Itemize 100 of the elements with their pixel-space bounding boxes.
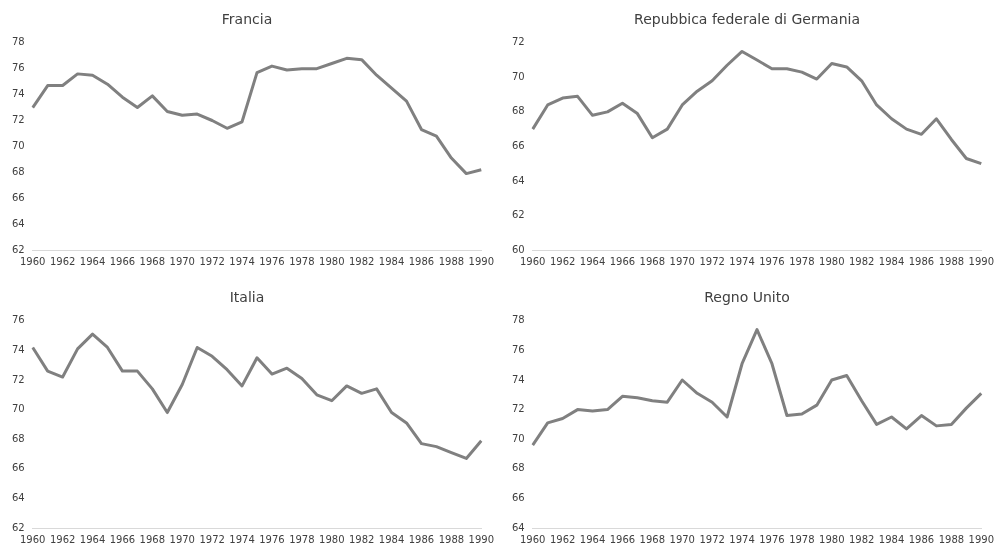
x-tick-label: 1976 [759,255,785,267]
x-tick-label: 1972 [199,533,225,545]
x-tick-label: 1986 [908,255,935,267]
x-tick-label: 1970 [169,255,195,267]
x-tick-label: 1976 [259,255,285,267]
y-tick-label: 70 [511,432,525,444]
x-tick-label: 1984 [378,255,405,267]
x-tick-label: 1986 [908,533,935,545]
y-tick-label: 70 [511,70,525,82]
y-tick-label: 68 [11,432,25,444]
chart-title: Italia [229,289,265,306]
x-tick-label: 1962 [549,255,576,267]
x-tick-label: 1966 [609,255,636,267]
x-tick-label: 1962 [549,533,576,545]
y-tick-label: 72 [11,114,25,126]
x-tick-label: 1986 [408,255,435,267]
x-tick-label: 1968 [639,533,666,545]
y-tick-label: 72 [511,36,525,48]
x-tick-label: 1978 [289,533,315,545]
x-tick-label: 1962 [49,255,76,267]
x-tick-label: 1984 [878,533,905,545]
y-tick-label: 64 [511,521,525,533]
chart-title: Francia [221,11,273,28]
y-tick-label: 74 [511,373,525,385]
x-tick-label: 1990 [968,533,994,545]
x-tick-label: 1968 [139,255,166,267]
x-tick-label: 1982 [848,533,875,545]
chart-title: Repubbica federale di Germania [634,11,860,28]
y-tick-label: 78 [11,36,25,48]
chart-title: Regno Unito [704,289,790,306]
x-tick-label: 1980 [319,533,345,545]
y-tick-label: 60 [511,243,525,255]
x-tick-label: 1988 [938,533,965,545]
x-tick-label: 1974 [729,255,755,267]
y-tick-label: 62 [11,521,25,533]
x-tick-label: 1980 [319,255,345,267]
y-tick-label: 78 [511,314,525,326]
x-tick-label: 1978 [789,533,815,545]
x-tick-label: 1984 [378,533,405,545]
y-tick-label: 64 [11,217,25,229]
y-tick-label: 68 [511,462,525,474]
x-tick-label: 1982 [348,255,375,267]
x-tick-label: 1990 [468,533,494,545]
x-tick-label: 1982 [348,533,375,545]
x-tick-label: 1988 [938,255,965,267]
y-tick-label: 72 [511,403,525,415]
x-tick-label: 1974 [229,255,255,267]
x-tick-label: 1984 [878,255,905,267]
y-tick-label: 66 [11,462,25,474]
x-tick-label: 1972 [199,255,225,267]
x-tick-label: 1966 [109,255,136,267]
x-tick-label: 1976 [759,533,785,545]
x-tick-label: 1968 [639,255,666,267]
y-tick-label: 68 [11,165,25,177]
x-tick-label: 1980 [819,255,845,267]
y-tick-label: 66 [511,139,525,151]
x-tick-label: 1964 [579,533,606,545]
y-tick-label: 74 [11,343,25,355]
y-tick-label: 68 [511,105,525,117]
x-tick-label: 1972 [699,255,725,267]
x-tick-label: 1990 [968,255,994,267]
x-tick-label: 1988 [438,255,465,267]
y-tick-label: 76 [511,343,525,355]
x-tick-label: 1972 [699,533,725,545]
x-tick-label: 1986 [408,533,435,545]
x-tick-label: 1964 [79,255,106,267]
y-tick-label: 66 [511,491,525,503]
y-tick-label: 72 [11,373,25,385]
y-tick-label: 62 [11,243,25,255]
x-tick-label: 1968 [139,533,166,545]
x-tick-label: 1960 [20,533,46,545]
x-tick-label: 1960 [520,533,546,545]
y-tick-label: 70 [11,139,25,151]
y-tick-label: 64 [11,491,25,503]
x-tick-label: 1970 [669,255,695,267]
x-tick-label: 1960 [520,255,546,267]
x-tick-label: 1974 [729,533,755,545]
y-tick-label: 76 [11,314,25,326]
x-tick-label: 1970 [669,533,695,545]
y-tick-label: 64 [511,174,525,186]
x-tick-label: 1964 [79,533,106,545]
y-tick-label: 74 [11,88,25,100]
x-tick-label: 1966 [109,533,136,545]
x-tick-label: 1962 [49,533,76,545]
x-tick-label: 1960 [20,255,46,267]
y-tick-label: 62 [511,209,525,221]
x-tick-label: 1988 [438,533,465,545]
y-tick-label: 70 [11,403,25,415]
x-tick-label: 1974 [229,533,255,545]
x-tick-label: 1990 [468,255,494,267]
x-tick-label: 1978 [289,255,315,267]
x-tick-label: 1970 [169,533,195,545]
y-tick-label: 76 [11,62,25,74]
x-tick-label: 1964 [579,255,606,267]
x-tick-label: 1966 [609,533,636,545]
x-tick-label: 1980 [819,533,845,545]
y-tick-label: 66 [11,191,25,203]
x-tick-label: 1978 [789,255,815,267]
x-tick-label: 1976 [259,533,285,545]
x-tick-label: 1982 [848,255,875,267]
